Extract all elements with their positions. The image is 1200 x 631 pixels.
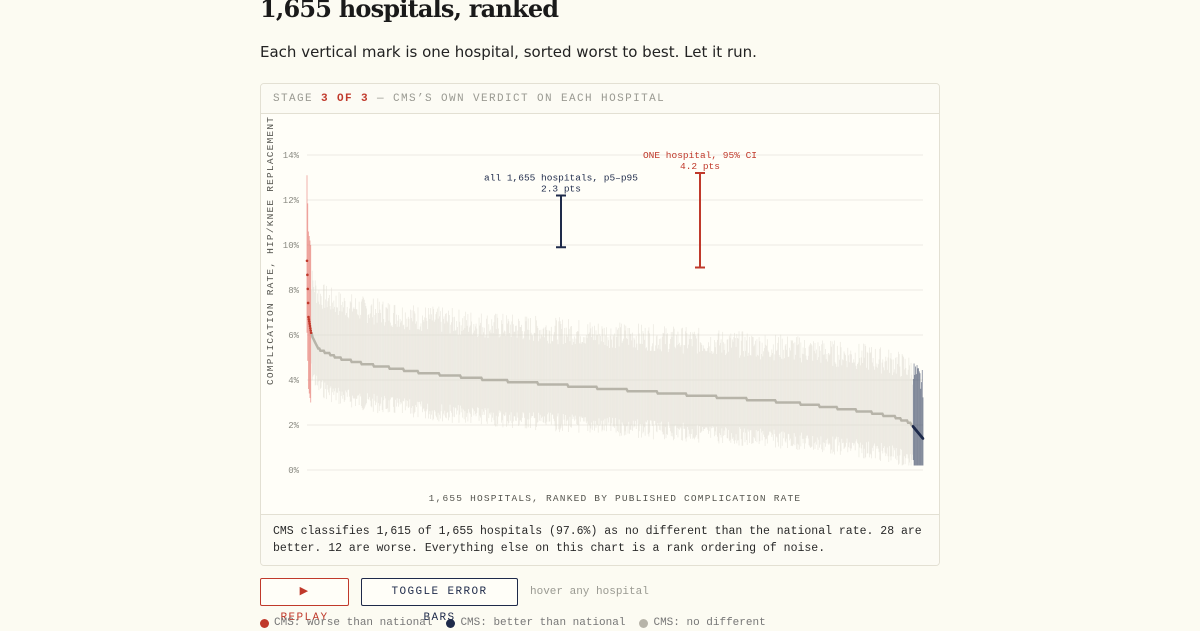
stage-indicator: STAGE 3 OF 3 — CMS’S OWN VERDICT ON EACH…	[261, 84, 939, 114]
published-rate-curve	[310, 332, 913, 427]
legend-label: CMS: better than national	[460, 617, 626, 629]
legend-dot-icon	[446, 618, 456, 628]
annotation-value: 4.2 pts	[680, 161, 720, 172]
ranking-chart[interactable]: 0% 2% 4% 6% 8% 10% 12% 14% all 1,655 hospitals,…	[261, 115, 939, 514]
y-tick-label: 8%	[288, 286, 299, 296]
worse-hospital-point	[308, 322, 311, 326]
worse-hospital-point	[306, 287, 310, 291]
y-tick-label: 14%	[283, 151, 300, 161]
worse-hospital-point	[309, 326, 312, 330]
chart-panel: STAGE 3 OF 3 — CMS’S OWN VERDICT ON EACH…	[260, 83, 940, 566]
classified-marks-layer	[305, 259, 925, 440]
hover-hint: hover any hospital	[530, 586, 649, 598]
annotation-single-hospital-ci: ONE hospital, 95% CI4.2 pts	[643, 150, 757, 269]
worse-hospital-point	[307, 317, 311, 321]
y-tick-label: 4%	[288, 376, 299, 386]
legend-item-no-different: CMS: no different	[639, 616, 766, 630]
worse-hospital-point	[306, 273, 309, 277]
annotation-label: ONE hospital, 95% CI	[643, 150, 757, 161]
stage-prefix: STAGE	[273, 93, 322, 105]
legend-item-worse: CMS: worse than national	[260, 616, 432, 630]
page-subtitle: Each vertical mark is one hospital, sort…	[260, 43, 757, 61]
legend-dot-icon	[639, 618, 649, 628]
stage-current: 3 OF 3	[321, 93, 370, 105]
y-tick-label: 0%	[288, 466, 299, 476]
worse-hospital-point	[308, 324, 312, 328]
worse-hospital-point	[307, 315, 310, 319]
legend-label: CMS: no different	[653, 617, 766, 629]
legend: CMS: worse than national CMS: better tha…	[260, 616, 766, 630]
page-title: 1,655 hospitals, ranked	[260, 0, 559, 23]
worse-hospital-point	[305, 259, 309, 263]
annotation-label: all 1,655 hospitals, p5–p95	[484, 173, 638, 184]
worse-hospital-point	[309, 331, 313, 335]
rate-curve-layer	[310, 332, 913, 427]
y-tick-label: 12%	[283, 196, 300, 206]
y-tick-label: 6%	[288, 331, 299, 341]
y-axis-label: COMPLICATION RATE, HIP/KNEE REPLACEMENT	[265, 116, 276, 385]
replay-button[interactable]: ▶ REPLAY	[260, 578, 349, 624]
worse-hospital-point	[309, 329, 313, 332]
better-hospital-point	[921, 437, 925, 440]
toggle-error-bars-button[interactable]: TOGGLE ERROR BARS	[361, 578, 518, 624]
x-axis-label: 1,655 HOSPITALS, RANKED BY PUBLISHED COM…	[429, 493, 802, 504]
worse-hospital-point	[307, 320, 311, 323]
ci-band-layer	[306, 175, 924, 466]
worse-hospital-point	[306, 301, 310, 305]
stage-suffix: — CMS’S OWN VERDICT ON EACH HOSPITAL	[369, 93, 666, 105]
legend-dot-icon	[260, 618, 269, 628]
legend-label: CMS: worse than national	[274, 617, 433, 629]
legend-item-better: CMS: better than national	[446, 616, 625, 630]
y-tick-label: 10%	[283, 241, 300, 251]
chart-caption: CMS classifies 1,615 of 1,655 hospitals …	[261, 514, 939, 565]
y-tick-label: 2%	[288, 421, 299, 431]
annotation-value: 2.3 pts	[541, 184, 581, 195]
